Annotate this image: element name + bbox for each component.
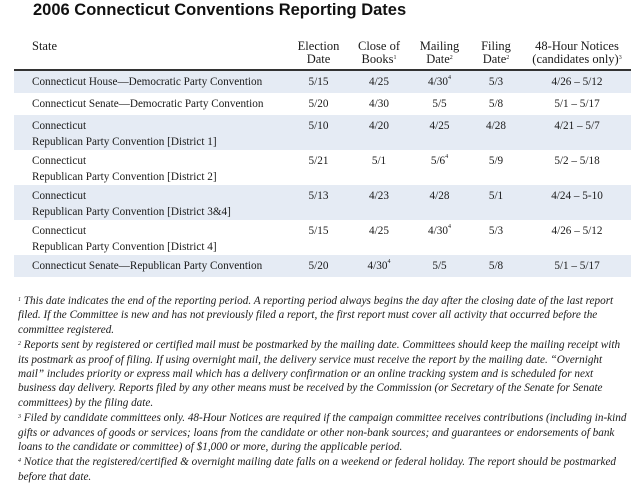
header-close-of-books: Close of Books1 — [348, 40, 410, 71]
table-row: Connecticut Republican Party Convention [… — [14, 220, 631, 255]
state-cell: Connecticut Senate—Republican Party Conv… — [14, 255, 289, 277]
close-of-books-cell: 4/23 — [348, 185, 410, 220]
footnote: 4 Notice that the registered/certified &… — [18, 456, 617, 483]
mailing-date-cell: 4/28 — [410, 185, 469, 220]
header-48-hour-notices: 48-Hour Notices (candidates only)3 — [523, 40, 631, 71]
footnotes: 1 This date indicates the end of the rep… — [18, 294, 630, 485]
election-date-cell: 5/21 — [308, 155, 329, 167]
filing-date-cell: 4/28 — [469, 115, 523, 150]
table-row: Connecticut House—Democratic Party Conve… — [14, 70, 631, 93]
footnote: 1 This date indicates the end of the rep… — [18, 295, 614, 336]
filing-date-cell: 5/1 — [469, 185, 523, 220]
header-election-date: Election Date — [289, 40, 348, 71]
notices-cell: 4/26 – 5/12 — [523, 70, 631, 93]
close-of-books-cell: 4/25 — [348, 70, 410, 93]
filing-date-cell: 5/8 — [469, 255, 523, 277]
filing-date-cell: 5/3 — [469, 70, 523, 93]
table-header-row: State Election Date Close of Books1 Mailin… — [14, 40, 631, 71]
footnote: 3 Filed by candidate committees only. 48… — [18, 412, 627, 454]
mailing-date-cell: 5/64 — [430, 154, 449, 167]
notices-cell: 5/1 – 5/17 — [523, 255, 631, 277]
close-of-books-cell: 4/30 — [369, 98, 389, 110]
state-cell: Connecticut House—Democratic Party Conve… — [14, 70, 289, 93]
mailing-date-cell: 4/304 — [410, 70, 469, 93]
election-date-cell: 5/20 — [308, 98, 329, 110]
state-cell: Connecticut Republican Party Convention [… — [32, 155, 217, 183]
table-row: Connecticut Senate—Democratic Party Conv… — [14, 93, 631, 115]
election-date-cell: 5/13 — [289, 185, 348, 220]
filing-date-cell: 5/3 — [488, 225, 504, 237]
close-of-books-cell: 4/25 — [369, 225, 389, 237]
election-date-cell: 5/15 — [308, 225, 329, 237]
election-date-cell: 5/20 — [289, 255, 348, 277]
state-cell: Connecticut Republican Party Convention [… — [32, 225, 217, 253]
mailing-date-cell: 4/25 — [410, 115, 469, 150]
filing-date-cell: 5/9 — [488, 155, 504, 167]
filing-date-cell: 5/8 — [488, 98, 504, 110]
table-row: Connecticut Republican Party Convention [… — [14, 185, 631, 220]
notices-cell: 5/2 – 5/18 — [554, 155, 600, 167]
notices-cell: 4/24 – 5-10 — [523, 185, 631, 220]
mailing-date-cell: 4/304 — [428, 224, 451, 237]
state-cell: Connecticut Republican Party Convention [… — [14, 115, 289, 150]
page-title: 2006 Connecticut Conventions Reporting D… — [33, 1, 407, 19]
notices-cell: 4/26 – 5/12 — [551, 225, 603, 237]
close-of-books-cell: 4/20 — [348, 115, 410, 150]
close-of-books-cell: 4/304 — [348, 255, 410, 277]
table-row: Connecticut Republican Party Convention [… — [14, 150, 631, 185]
header-state: State — [14, 40, 289, 71]
notices-cell: 5/1 – 5/17 — [554, 98, 600, 110]
notices-cell: 4/21 – 5/7 — [523, 115, 631, 150]
mailing-date-cell: 5/5 — [410, 255, 469, 277]
table-row: Connecticut Senate—Republican Party Conv… — [14, 255, 631, 277]
table-row: Connecticut Republican Party Convention [… — [14, 115, 631, 150]
state-cell: Connecticut Republican Party Convention [… — [14, 185, 289, 220]
header-mailing-date: Mailing Date2 — [410, 40, 469, 71]
election-date-cell: 5/15 — [289, 70, 348, 93]
mailing-date-cell: 5/5 — [432, 98, 447, 110]
state-cell: Connecticut Senate—Democratic Party Conv… — [32, 98, 264, 110]
close-of-books-cell: 5/1 — [371, 155, 387, 167]
reporting-dates-table: State Election Date Close of Books1 Mailin… — [14, 40, 631, 277]
header-filing-date: Filing Date2 — [469, 40, 523, 71]
election-date-cell: 5/10 — [289, 115, 348, 150]
footnote: 2 Reports sent by registered or certifie… — [18, 339, 621, 409]
